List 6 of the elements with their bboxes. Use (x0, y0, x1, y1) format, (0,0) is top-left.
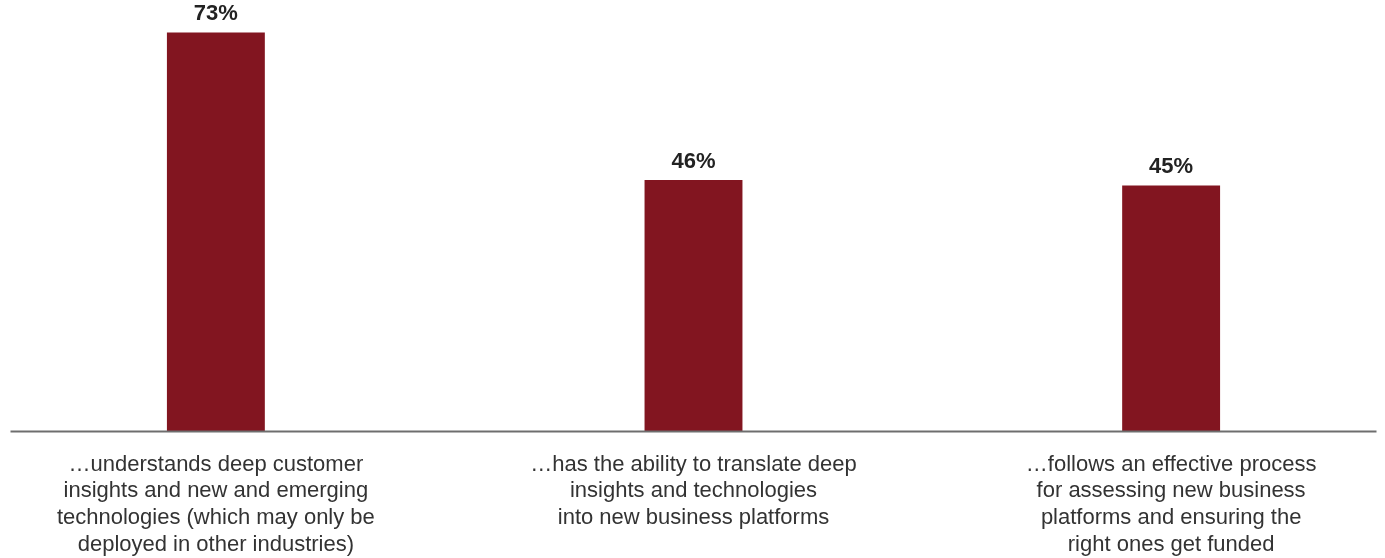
data-label: 46% (671, 148, 716, 174)
data-label: 45% (1149, 153, 1194, 179)
x-tick-label: …has the ability to translate deep insights and technologies into new business platforms (530, 450, 857, 529)
data-label: 73% (193, 0, 238, 26)
x-tick-label: …follows an effective process for assessing new business platforms and ensuring the right ones get funded (1025, 450, 1317, 556)
x-tick-label: …understands deep customer insights and new and emerging technologies (which may only be deployed in other industries) (56, 450, 375, 556)
